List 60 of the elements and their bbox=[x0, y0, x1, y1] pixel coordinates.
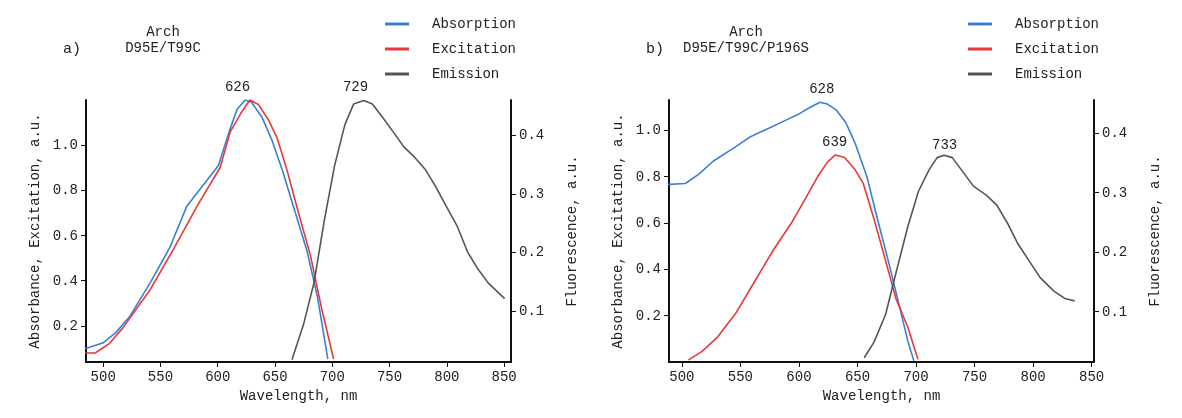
annotation: 628 bbox=[809, 81, 835, 98]
y-tick-label: 0.8 bbox=[52, 182, 78, 199]
x-tick-label: 750 bbox=[961, 369, 988, 385]
legend-label: Excitation bbox=[1014, 41, 1099, 57]
text: a) bbox=[63, 41, 82, 58]
y-tick-label: 0.8 bbox=[635, 168, 661, 185]
x-tick-label: 600 bbox=[786, 369, 812, 385]
legend-label: Emission bbox=[431, 66, 500, 82]
y-tick-label: 0.6 bbox=[52, 227, 78, 244]
x-tick-label: 800 bbox=[434, 369, 460, 385]
x-axis-title: Wavelength, nm bbox=[822, 387, 941, 404]
line-series bbox=[863, 154, 1075, 359]
x-tick-label: 850 bbox=[1079, 369, 1105, 385]
annotation: 733 bbox=[932, 137, 958, 154]
legend-label: Absorption bbox=[431, 16, 516, 32]
x-tick-label: 750 bbox=[376, 369, 403, 385]
y-tick-label: 1.0 bbox=[52, 137, 78, 154]
line-series bbox=[291, 99, 505, 360]
y2-tick-label: 0.4 bbox=[1102, 125, 1128, 142]
y2-axis-title: Fluorescence, a.u. bbox=[1147, 155, 1163, 307]
y-tick-label: 0.4 bbox=[635, 261, 661, 278]
y-axis-title: Absorbance, Excitation, a.u. bbox=[26, 113, 43, 349]
chart-title: Arch bbox=[729, 24, 763, 40]
annotation: 729 bbox=[342, 79, 369, 95]
legend-label: Absorption bbox=[1014, 16, 1099, 32]
x-axis-title: Wavelength, nm bbox=[239, 387, 358, 404]
x-tick-label: 500 bbox=[669, 369, 695, 385]
y2-tick-label: 0.2 bbox=[519, 244, 545, 261]
y2-tick-label: 0.1 bbox=[1102, 303, 1128, 320]
chart-title: Arch bbox=[146, 24, 180, 40]
y2-axis-title: Fluorescence, a.u. bbox=[564, 155, 580, 307]
y2-tick-label: 0.4 bbox=[519, 127, 545, 144]
y-tick-label: 0.6 bbox=[635, 214, 661, 231]
legend-label: Emission bbox=[1014, 66, 1083, 82]
x-tick-label: 800 bbox=[1020, 369, 1046, 385]
x-tick-label: 700 bbox=[903, 369, 929, 385]
annotation: 626 bbox=[224, 79, 251, 95]
x-tick-label: 700 bbox=[319, 369, 345, 385]
chart-subtitle: D95E/T99C/P196S bbox=[682, 40, 810, 56]
x-tick-label: 500 bbox=[90, 369, 116, 385]
x-tick-label: 550 bbox=[727, 369, 754, 385]
x-tick-label: 850 bbox=[491, 369, 517, 385]
text: b) bbox=[646, 41, 665, 58]
y-tick-label: 0.2 bbox=[52, 317, 78, 334]
y-tick-label: 0.2 bbox=[635, 307, 661, 324]
annotation: 639 bbox=[822, 133, 848, 150]
y-axis-title: Absorbance, Excitation, a.u. bbox=[609, 113, 626, 349]
y-tick-label: 1.0 bbox=[635, 122, 661, 139]
x-tick-label: 600 bbox=[205, 369, 231, 385]
y2-tick-label: 0.3 bbox=[519, 185, 545, 202]
y2-tick-label: 0.1 bbox=[519, 303, 545, 320]
y2-tick-label: 0.3 bbox=[1102, 184, 1128, 201]
x-tick-label: 550 bbox=[147, 369, 174, 385]
chart-subtitle: D95E/T99C bbox=[125, 40, 201, 56]
x-tick-label: 650 bbox=[844, 369, 871, 385]
y2-tick-label: 0.2 bbox=[1102, 244, 1128, 261]
legend-label: Excitation bbox=[431, 41, 516, 57]
y-tick-label: 0.4 bbox=[52, 272, 78, 289]
line-series bbox=[688, 154, 919, 361]
x-tick-label: 650 bbox=[262, 369, 288, 385]
